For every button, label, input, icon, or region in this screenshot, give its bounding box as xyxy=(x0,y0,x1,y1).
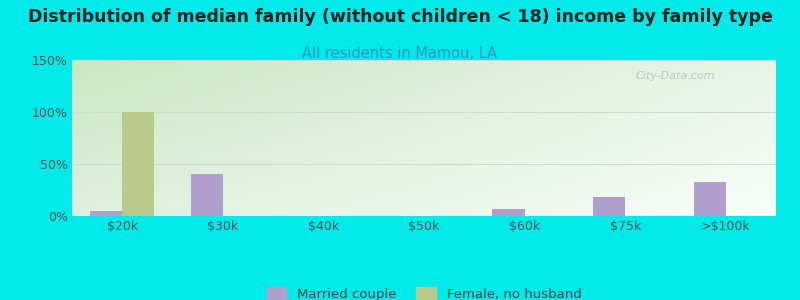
Text: Distribution of median family (without children < 18) income by family type: Distribution of median family (without c… xyxy=(27,8,773,26)
Bar xyxy=(90,211,122,216)
Bar xyxy=(122,112,154,216)
Text: All residents in Mamou, LA: All residents in Mamou, LA xyxy=(302,46,498,62)
Legend: Married couple, Female, no husband: Married couple, Female, no husband xyxy=(262,282,586,300)
Bar xyxy=(694,182,726,216)
Bar xyxy=(190,174,223,216)
Bar xyxy=(492,209,525,216)
Text: City-Data.com: City-Data.com xyxy=(635,71,714,81)
Bar xyxy=(593,197,625,216)
